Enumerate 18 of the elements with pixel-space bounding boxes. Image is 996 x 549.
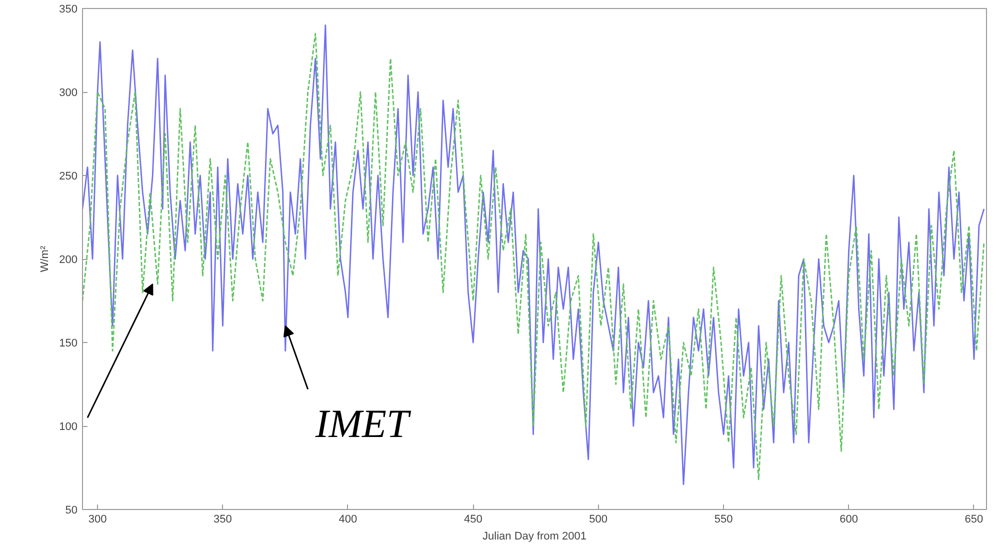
y-tick-label: 50 [65,504,78,516]
y-tick-label: 100 [59,421,78,433]
y-tick-label: 200 [59,254,78,266]
y-tick-label: 250 [59,170,78,182]
y-axis-title: W/m² [39,246,52,272]
y-tick-label: 300 [59,87,78,99]
x-tick-label: 500 [589,514,608,526]
x-axis-title: Julian Day from 2001 [482,530,586,542]
x-tick-label: 550 [714,514,733,526]
y-tick-label: 350 [59,4,78,16]
x-tick-label: 650 [964,514,984,526]
y-tick-label: 150 [59,338,78,350]
x-tick-label: 450 [464,514,482,526]
x-tick-label: 300 [88,514,107,526]
x-tick-label: 600 [840,514,858,526]
series-label: IMET [314,401,412,446]
x-tick-label: 400 [338,514,358,526]
x-tick-label: 350 [214,514,232,526]
